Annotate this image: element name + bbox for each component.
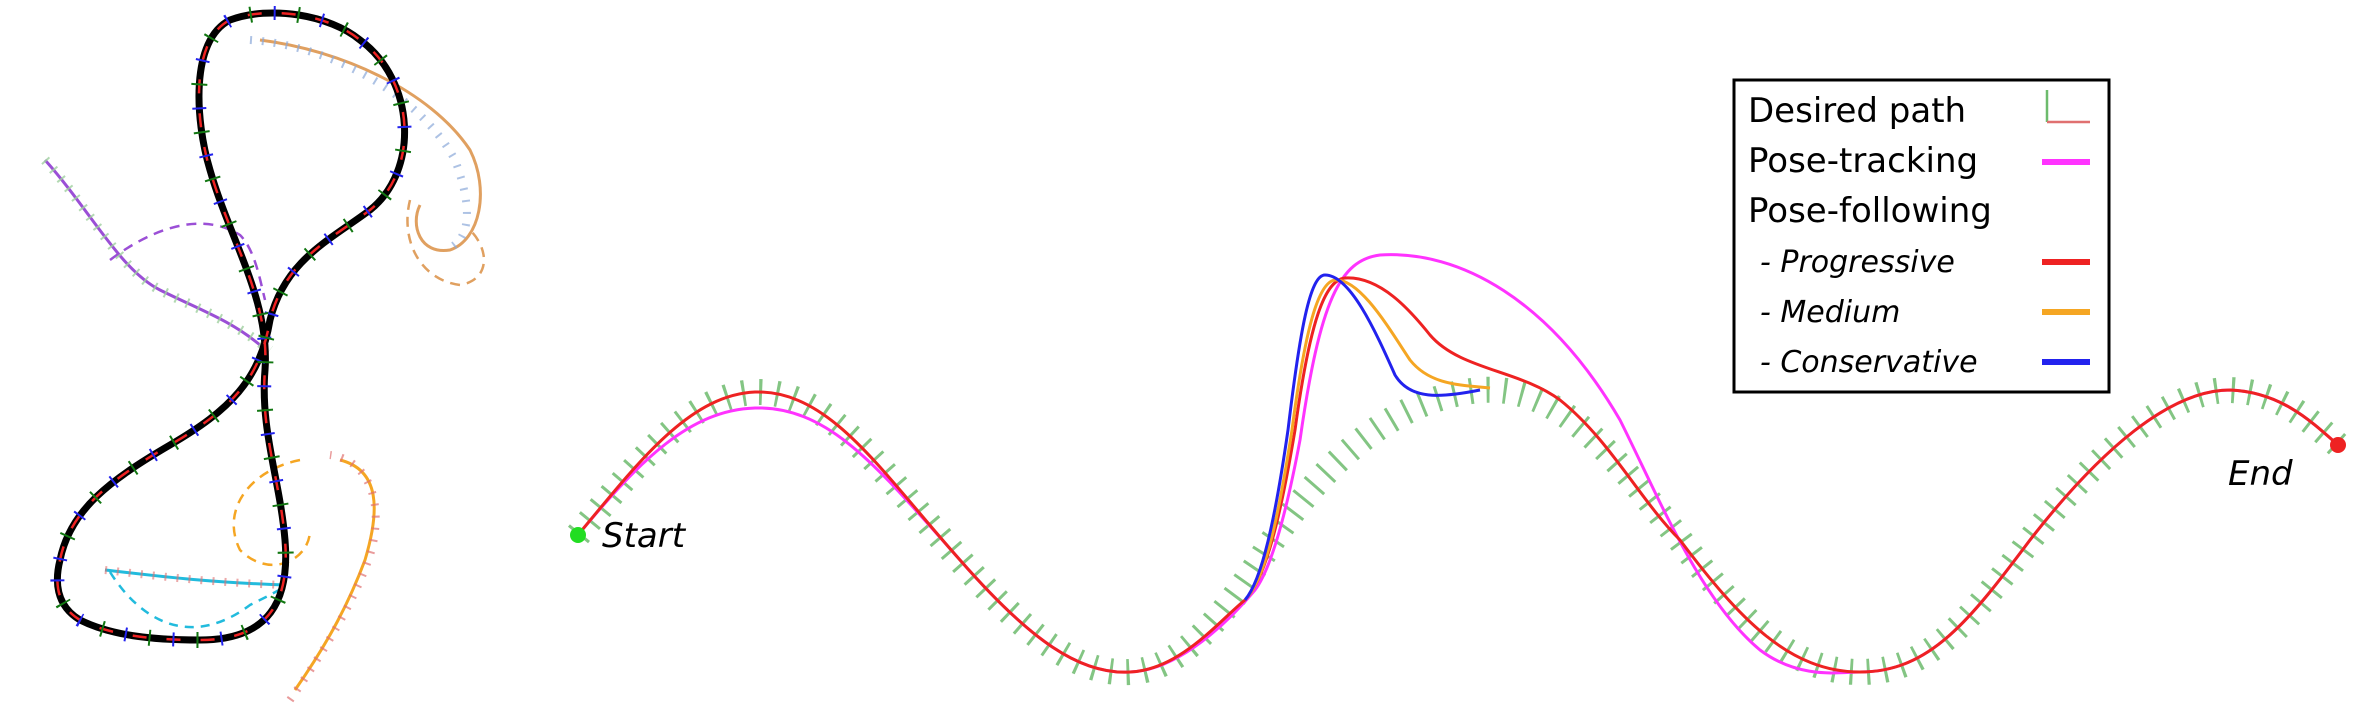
medium-path [1243, 278, 1491, 602]
cyan-dashed [108, 571, 286, 629]
conservative-path [1243, 273, 1481, 601]
left-trajectory-panel [41, 4, 486, 703]
progressive-path [576, 276, 2339, 674]
desired-path-ticks [567, 376, 2347, 686]
purple-trajectory [43, 158, 261, 347]
legend: Desired pathPose-trackingPose-following … [1732, 78, 2111, 394]
start-marker [570, 527, 586, 543]
right-path-panel: Start End [567, 253, 2347, 686]
figure-eight-blue-ticks [50, 5, 412, 648]
cyan-trajectory [104, 568, 286, 587]
legend-label-4: - Medium [1760, 295, 1900, 330]
legend-box [1732, 78, 2111, 394]
purple-dashed [109, 222, 267, 301]
legend-label-2: Pose-following [1748, 191, 1992, 231]
legend-label-1: Pose-tracking [1748, 141, 1978, 181]
purple-ticks [41, 156, 273, 355]
hook-ticks [286, 451, 380, 703]
legend-label-0: Desired path [1748, 91, 1966, 131]
legend-label-3: - Progressive [1760, 245, 1955, 280]
yellow-hook-dashed [232, 458, 312, 567]
legend-label-5: - Conservative [1760, 345, 1978, 380]
end-label: End [2228, 454, 2293, 494]
orange-loop-dashed [406, 199, 486, 287]
orange-loop [259, 38, 482, 252]
end-marker [2330, 437, 2346, 453]
start-label: Start [602, 516, 687, 556]
